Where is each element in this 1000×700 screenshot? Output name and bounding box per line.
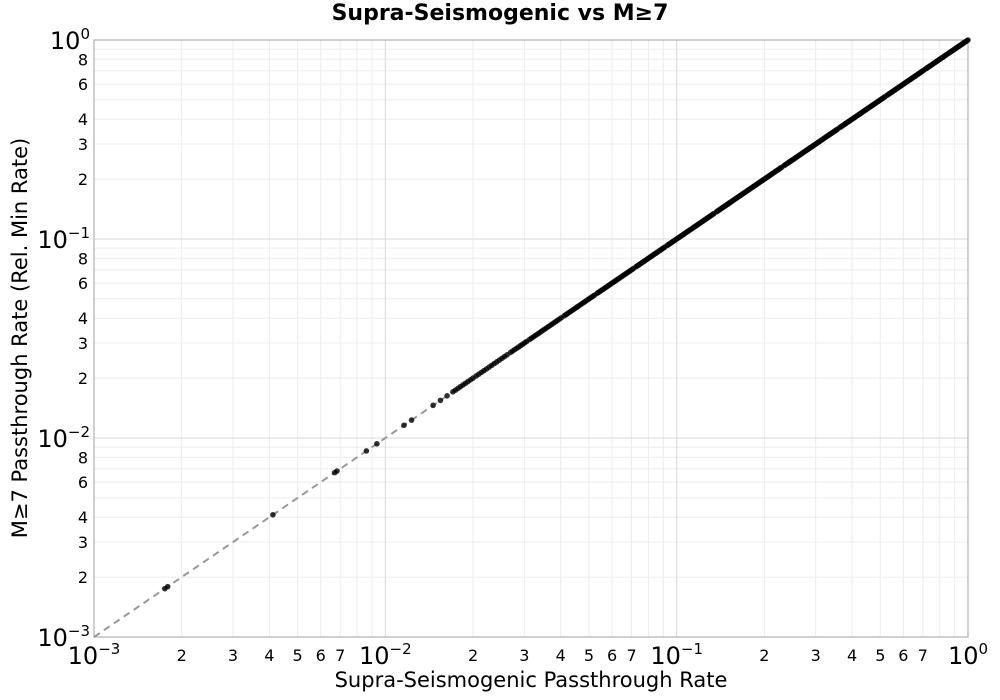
y-tick-label-minor: 3 [78, 135, 88, 154]
x-tick-label: 100 [948, 640, 988, 670]
y-tick-label-minor: 6 [78, 473, 88, 492]
x-tick-label-minor: 7 [626, 646, 636, 665]
x-tick-label-minor: 5 [875, 646, 885, 665]
y-tick-label-minor: 6 [78, 75, 88, 94]
scatter-point [270, 512, 276, 518]
y-tick-label-minor: 8 [78, 249, 88, 268]
scatter-points [161, 37, 971, 592]
scatter-point [401, 422, 407, 429]
x-tick-label: 10−3 [68, 640, 121, 670]
x-tick-label-minor: 6 [898, 646, 908, 665]
y-tick-label: 100 [50, 25, 90, 55]
scatter-point [408, 417, 415, 423]
y-tick-label-minor: 2 [78, 568, 88, 587]
y-tick-label-minor: 2 [78, 170, 88, 189]
y-tick-label: 10−3 [37, 622, 90, 652]
y-tick-label: 10−1 [37, 224, 90, 254]
x-tick-label: 10−1 [650, 640, 703, 670]
x-tick-label-minor: 2 [468, 646, 478, 665]
y-tick-label-minor: 8 [78, 50, 88, 69]
scatter-point [374, 440, 380, 447]
chart-title: Supra-Seismogenic vs M≥7 [331, 1, 669, 26]
x-tick-label-minor: 5 [584, 646, 594, 665]
x-tick-label-minor: 7 [335, 646, 345, 665]
x-tick-label-minor: 4 [264, 646, 274, 665]
x-tick-label: 10−2 [359, 640, 412, 670]
y-tick-label-minor: 4 [78, 110, 88, 129]
scatter-point [164, 583, 171, 590]
x-tick-label-minor: 3 [228, 646, 238, 665]
y-tick-label-minor: 4 [78, 508, 88, 527]
x-tick-label-minor: 2 [759, 646, 769, 665]
y-tick-label-minor: 4 [78, 309, 88, 328]
scatter-point [363, 448, 370, 454]
y-tick-label-minor: 6 [78, 274, 88, 293]
x-axis-label: Supra-Seismogenic Passthrough Rate [334, 668, 728, 692]
x-tick-label-minor: 5 [293, 646, 303, 665]
x-tick-label-minor: 7 [918, 646, 928, 665]
minor-gridlines [94, 40, 968, 637]
x-tick-label-minor: 6 [316, 646, 326, 665]
scatter-point [430, 402, 436, 409]
scatter-point [334, 468, 340, 474]
x-tick-label-minor: 2 [177, 646, 187, 665]
x-tick-label-minor: 4 [556, 646, 566, 665]
x-tick-label-minor: 6 [607, 646, 617, 665]
scatter-point [437, 397, 444, 404]
scatter-point [444, 393, 450, 399]
y-tick-label: 10−2 [37, 423, 90, 453]
x-tick-label-minor: 3 [811, 646, 821, 665]
scatter-point [965, 37, 971, 43]
y-tick-label-minor: 2 [78, 369, 88, 388]
y-tick-label-minor: 3 [78, 533, 88, 552]
y-axis-label: M≥7 Passthrough Rate (Rel. Min Rate) [8, 137, 32, 539]
x-tick-label-minor: 3 [519, 646, 529, 665]
y-tick-label-minor: 8 [78, 448, 88, 467]
plot-border [93, 39, 969, 638]
x-tick-label-minor: 4 [847, 646, 857, 665]
y-tick-label-minor: 3 [78, 334, 88, 353]
